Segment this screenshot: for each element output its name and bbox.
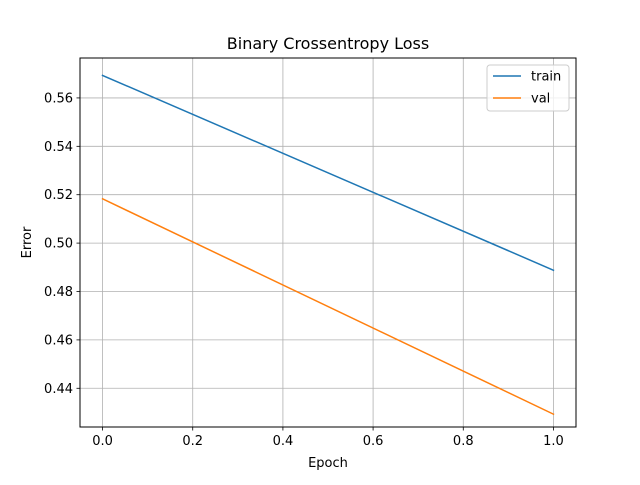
series-line-val	[101, 197, 555, 416]
y-tick-label: 0.54	[44, 140, 73, 155]
plot-frame	[79, 57, 577, 428]
x-tick-label: 0.4	[273, 434, 294, 449]
x-tick-label: 0.0	[92, 434, 113, 449]
legend-label-val: val	[531, 92, 550, 107]
y-tick-label: 0.46	[44, 333, 73, 348]
y-tick-label: 0.52	[44, 188, 73, 203]
y-tick-label: 0.50	[44, 237, 73, 252]
y-axis-label: Error	[20, 226, 35, 258]
x-tick-label: 0.2	[182, 434, 203, 449]
x-tick-label: 0.6	[363, 434, 384, 449]
chart-title: Binary Crossentropy Loss	[227, 34, 429, 53]
x-axis-label: Epoch	[308, 456, 348, 471]
series-line-train	[101, 74, 555, 272]
y-tick-label: 0.48	[44, 285, 73, 300]
x-tick-label: 0.8	[453, 434, 474, 449]
axis-ticks: 0.0 0.2 0.4 0.6 0.8 1.0 0.44 0.46 0.48 0.50 0.52 0.…	[44, 91, 564, 449]
legend-entries: train val	[493, 70, 561, 107]
y-tick-label: 0.56	[44, 91, 73, 106]
y-tick-label: 0.44	[44, 382, 73, 397]
legend: train val	[486, 64, 570, 112]
x-tick-label: 1.0	[543, 434, 564, 449]
series-lines	[101, 74, 555, 416]
legend-label-train: train	[531, 70, 561, 85]
